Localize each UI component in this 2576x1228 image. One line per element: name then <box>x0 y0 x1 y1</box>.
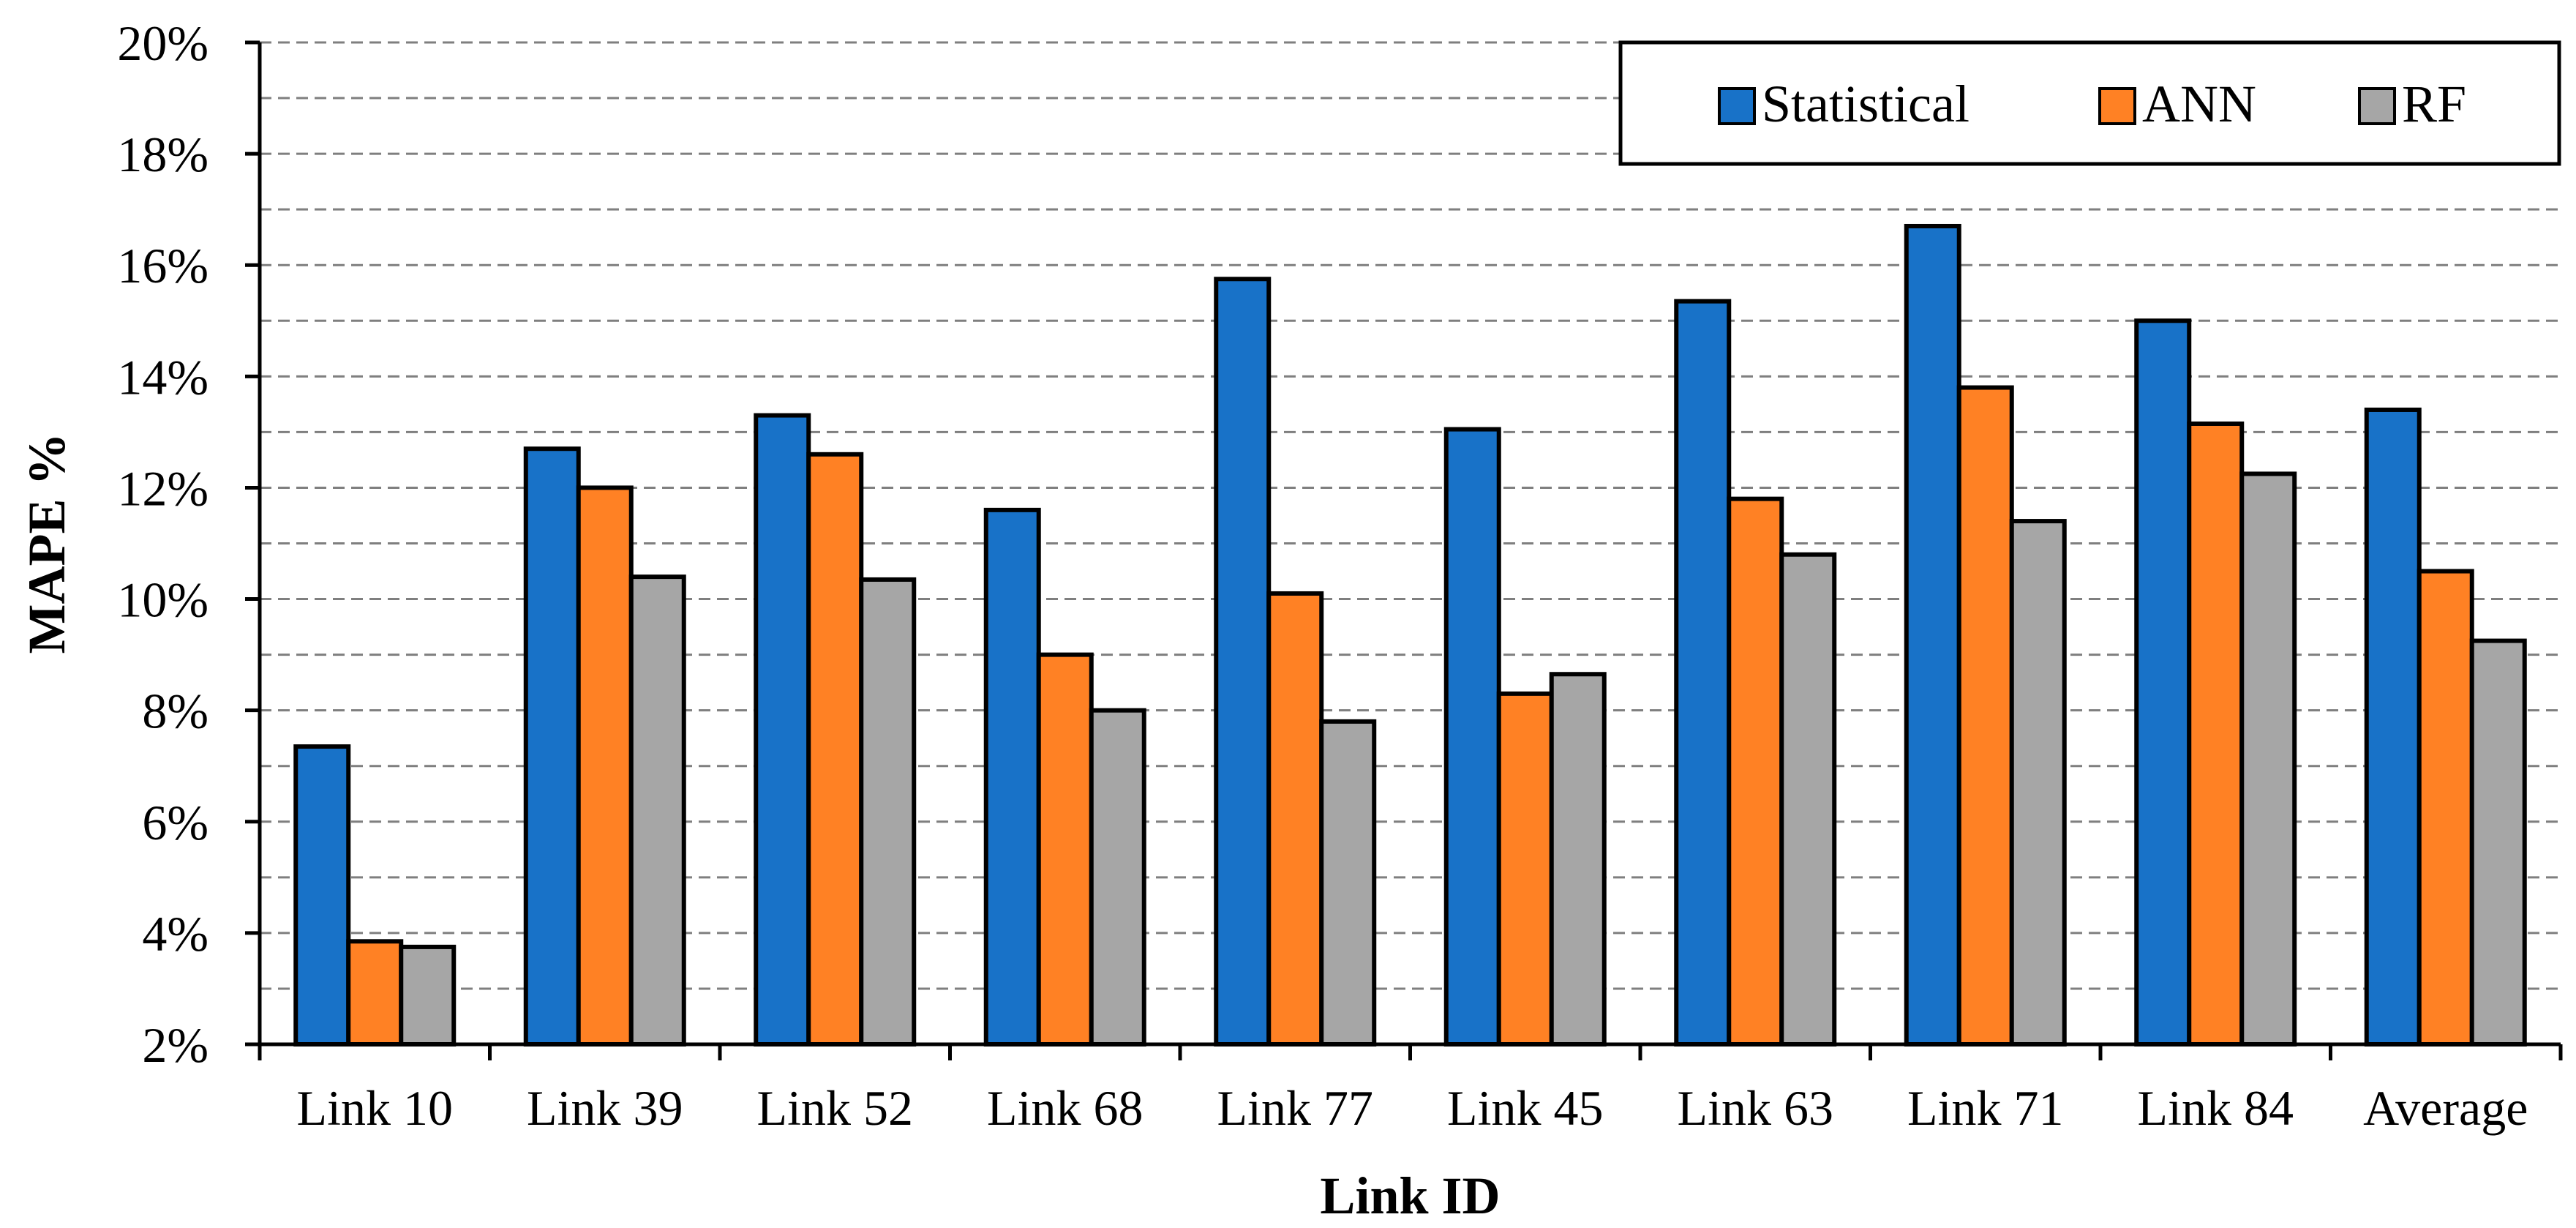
y-axis-title: MAPE % <box>18 433 76 654</box>
y-tick-labels: 2% 4% 6% 8% 10% 12% 14% 16% 18% 20% <box>117 15 260 1073</box>
y-tick-label: 10% <box>117 572 209 628</box>
y-tick-label: 18% <box>117 127 209 182</box>
x-tick-label: Link 45 <box>1447 1080 1603 1136</box>
bar-rf <box>628 574 686 1047</box>
y-tick-label: 8% <box>142 684 209 739</box>
bar-statistical <box>1904 223 1961 1047</box>
bar-rf <box>2239 471 2297 1047</box>
y-tick-label: 16% <box>117 238 209 293</box>
bar-ann <box>806 452 864 1047</box>
bar-ann <box>1956 385 2014 1047</box>
x-tick-labels: Link 10 Link 39 Link 52 Link 68 Link 77 Link … <box>258 1044 2563 1136</box>
bar-statistical <box>2134 318 2192 1047</box>
bar-statistical <box>1674 299 1732 1047</box>
legend-label-rf: RF <box>2402 75 2466 133</box>
x-tick-label: Link 71 <box>1907 1080 2063 1136</box>
bar-ann <box>1266 591 1324 1047</box>
y-tick-label: 12% <box>117 460 209 516</box>
bar-ann <box>346 939 404 1047</box>
bar-rf <box>1089 708 1146 1047</box>
bar-statistical <box>754 413 811 1047</box>
y-tick-label: 2% <box>142 1017 209 1073</box>
bar-rf <box>1779 552 1837 1047</box>
x-tick-label: Average <box>2363 1080 2528 1136</box>
bar-statistical <box>1443 427 1501 1047</box>
y-tick-label: 6% <box>142 795 209 850</box>
x-tick-label: Link 77 <box>1217 1080 1373 1136</box>
bar-statistical <box>523 446 581 1047</box>
legend-swatch-rf <box>2358 87 2396 125</box>
bar-statistical <box>983 507 1041 1047</box>
bar-rf <box>859 577 917 1047</box>
bar-ann <box>2187 421 2245 1047</box>
bar-ann <box>1496 691 1554 1047</box>
bar-ann <box>1727 496 1784 1047</box>
x-tick-label: Link 39 <box>527 1080 683 1136</box>
y-tick-label: 14% <box>117 349 209 405</box>
legend: Statistical ANN RF <box>1618 40 2561 166</box>
bar-statistical <box>2364 407 2422 1047</box>
axes <box>245 42 2561 1047</box>
bar-groups <box>293 223 2527 1047</box>
x-axis-title: Link ID <box>1320 1167 1500 1225</box>
legend-label-ann: ANN <box>2142 75 2256 133</box>
bar-rf <box>1549 672 1607 1047</box>
bar-statistical <box>1214 277 1272 1047</box>
bar-ann <box>1036 652 1094 1047</box>
bar-ann <box>2417 569 2474 1047</box>
y-tick-label: 20% <box>117 15 209 71</box>
y-tick-label: 4% <box>142 906 209 962</box>
x-tick-label: Link 63 <box>1678 1080 1833 1136</box>
bar-rf <box>2469 638 2527 1047</box>
bar-statistical <box>293 744 351 1047</box>
bar-ann <box>576 485 634 1047</box>
legend-swatch-ann <box>2098 87 2136 125</box>
bar-rf <box>399 944 457 1047</box>
legend-swatch-statistical <box>1718 87 1756 125</box>
x-tick-label: Link 10 <box>297 1080 453 1136</box>
x-tick-label: Link 84 <box>2138 1080 2294 1136</box>
legend-label-statistical: Statistical <box>1762 75 1969 133</box>
bar-rf <box>1319 719 1377 1047</box>
bar-rf <box>2009 519 2067 1047</box>
x-tick-label: Link 52 <box>757 1080 913 1136</box>
x-tick-label: Link 68 <box>987 1080 1143 1136</box>
legend-box <box>1618 40 2561 166</box>
